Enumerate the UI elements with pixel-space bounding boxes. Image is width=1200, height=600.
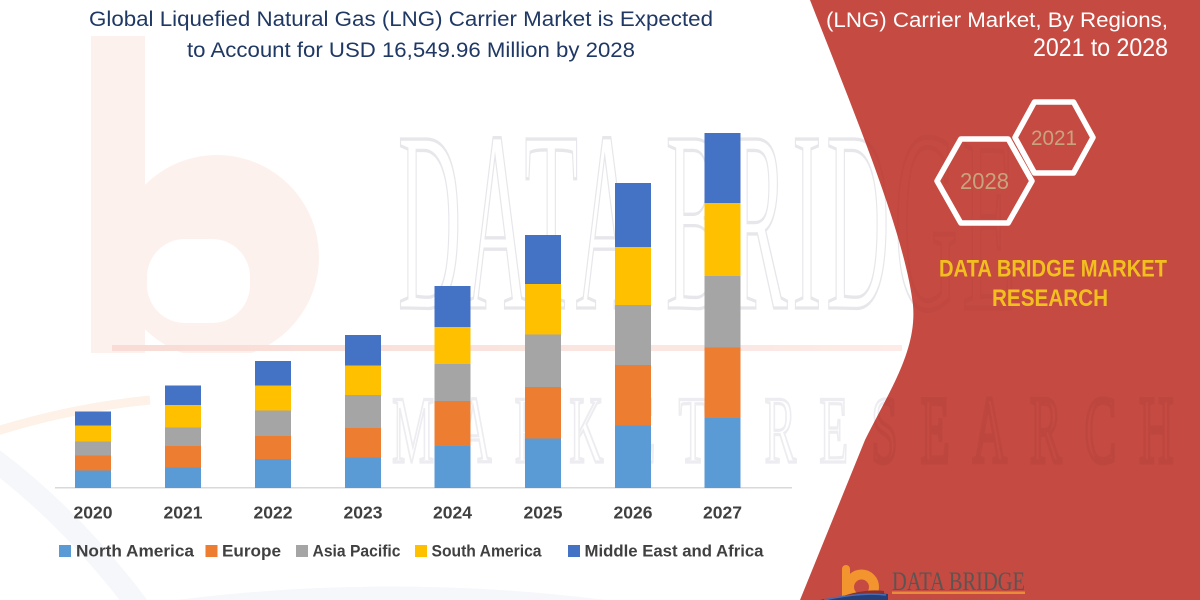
svg-text:Global Liquefied Natural Gas (: Global Liquefied Natural Gas (LNG) Carri… [89, 8, 713, 31]
svg-text:2028: 2028 [960, 168, 1009, 194]
svg-text:DATA BRIDGE MARKET: DATA BRIDGE MARKET [939, 256, 1167, 283]
svg-text:to Account for USD 16,549.96 M: to Account for USD 16,549.96 Million by … [187, 39, 635, 62]
svg-text:2021: 2021 [1031, 127, 1077, 150]
svg-text:2023: 2023 [344, 503, 383, 523]
svg-text:Europe: Europe [222, 542, 281, 561]
svg-text:DATA BRIDGE: DATA BRIDGE [892, 567, 1025, 596]
svg-text:RESEARCH: RESEARCH [992, 285, 1108, 312]
svg-text:2022: 2022 [254, 503, 293, 523]
svg-text:2021 to 2028: 2021 to 2028 [1033, 34, 1168, 62]
svg-text:MARKET RESEARCH: MARKET RESEARCH [893, 595, 1024, 600]
svg-text:Middle East and Africa: Middle East and Africa [585, 542, 765, 561]
svg-text:(LNG) Carrier Market, By Regio: (LNG) Carrier Market, By Regions, [826, 9, 1168, 32]
svg-text:North America: North America [76, 542, 195, 561]
svg-text:Asia Pacific: Asia Pacific [313, 542, 401, 561]
svg-text:South America: South America [432, 542, 542, 561]
svg-text:2024: 2024 [433, 503, 472, 523]
svg-text:2025: 2025 [524, 503, 563, 523]
svg-text:2026: 2026 [614, 503, 653, 523]
svg-text:2021: 2021 [164, 503, 203, 523]
svg-text:2027: 2027 [703, 503, 742, 523]
svg-text:2020: 2020 [74, 503, 113, 523]
